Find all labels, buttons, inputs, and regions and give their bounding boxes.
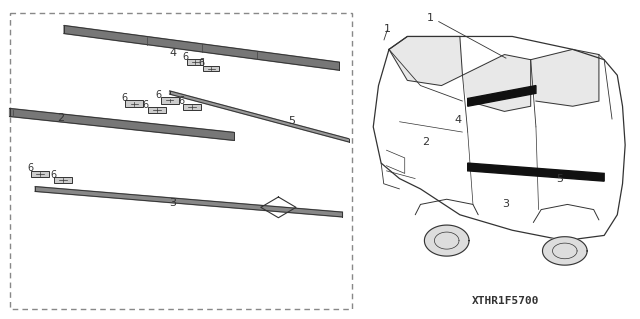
Polygon shape [543,237,587,265]
Bar [10,13,352,309]
Text: 2: 2 [57,113,65,123]
FancyBboxPatch shape [125,100,143,107]
FancyBboxPatch shape [187,59,204,65]
Text: 6: 6 [178,96,184,107]
Text: 3: 3 [502,199,509,209]
Polygon shape [468,163,604,181]
Text: 6: 6 [143,100,149,110]
Text: 6: 6 [156,90,162,100]
Polygon shape [424,225,469,256]
Text: 6: 6 [182,52,189,62]
Polygon shape [389,36,463,85]
Text: 5: 5 [288,116,294,126]
Text: 6: 6 [198,58,205,68]
Polygon shape [170,91,349,142]
FancyBboxPatch shape [183,104,201,110]
Polygon shape [35,187,342,217]
Text: 6: 6 [50,170,56,180]
Text: 1: 1 [384,24,390,34]
Text: 6: 6 [122,93,128,103]
FancyBboxPatch shape [31,171,49,177]
Polygon shape [10,108,234,140]
Polygon shape [468,85,536,106]
Text: XTHR1F5700: XTHR1F5700 [472,296,540,307]
Text: 4: 4 [454,115,461,125]
Text: 4: 4 [169,48,177,58]
Polygon shape [463,55,531,111]
Polygon shape [64,26,339,70]
Text: 5: 5 [557,174,563,184]
Text: 1: 1 [427,13,434,23]
Polygon shape [531,49,599,106]
FancyBboxPatch shape [148,107,166,113]
Text: 6: 6 [28,163,34,174]
FancyBboxPatch shape [161,97,179,104]
FancyBboxPatch shape [54,177,72,183]
FancyBboxPatch shape [203,66,220,71]
Text: 2: 2 [422,137,429,147]
Text: 3: 3 [170,197,176,208]
